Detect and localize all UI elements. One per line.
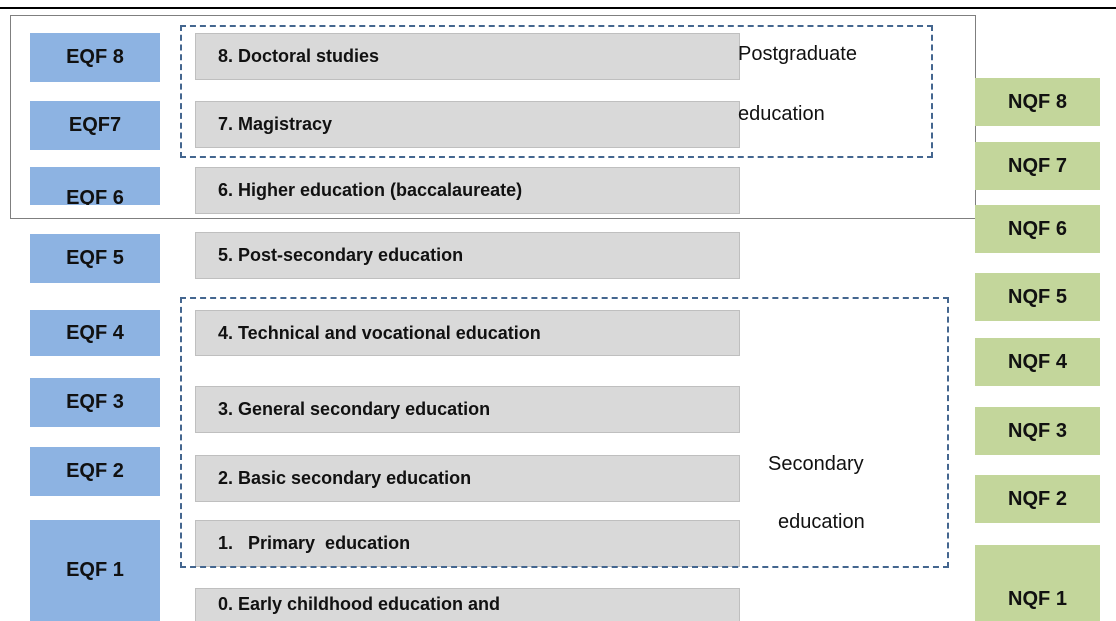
group-label: Postgraduate [738,43,857,65]
eqf-level: EQF 6 [30,167,160,205]
eqf-level: EQF 8 [30,33,160,82]
education-level: 0. Early childhood education and [195,588,740,621]
education-level: 1. Primary education [195,520,740,567]
group-label: education [778,511,865,533]
eqf-level: EQF 1 [30,520,160,621]
group-label: education [738,103,825,125]
education-level: 3. General secondary education [195,386,740,433]
education-level: 6. Higher education (baccalaureate) [195,167,740,214]
education-level: 7. Magistracy [195,101,740,148]
education-level: 8. Doctoral studies [195,33,740,80]
secondary-frame [180,297,949,568]
nqf-level: NQF 2 [975,475,1100,523]
nqf-level: NQF 3 [975,407,1100,455]
group-label: Secondary [768,453,864,475]
postgraduate-frame [180,25,933,158]
education-level: 2. Basic secondary education [195,455,740,502]
eqf-level: EQF 3 [30,378,160,427]
eqf-level: EQF 4 [30,310,160,356]
nqf-level: NQF 4 [975,338,1100,386]
education-level: 5. Post-secondary education [195,232,740,279]
education-level: 4. Technical and vocational education [195,310,740,356]
nqf-level: NQF 8 [975,78,1100,126]
eqf-level: EQF 5 [30,234,160,283]
nqf-level: NQF 6 [975,205,1100,253]
top-rule [0,7,1116,9]
eqf-level: EQF 2 [30,447,160,496]
nqf-level: NQF 5 [975,273,1100,321]
nqf-level: NQF 1 [975,545,1100,621]
nqf-level: NQF 7 [975,142,1100,190]
eqf-level: EQF7 [30,101,160,150]
